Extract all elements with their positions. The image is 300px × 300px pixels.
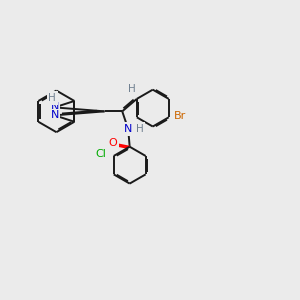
Text: H: H — [136, 124, 143, 134]
Text: N: N — [124, 124, 132, 134]
Text: N: N — [50, 110, 59, 120]
Text: O: O — [108, 138, 117, 148]
Text: Br: Br — [174, 111, 186, 121]
Text: H: H — [48, 93, 56, 103]
Text: Cl: Cl — [96, 148, 107, 159]
Text: H: H — [128, 84, 136, 94]
Text: N: N — [50, 102, 59, 112]
